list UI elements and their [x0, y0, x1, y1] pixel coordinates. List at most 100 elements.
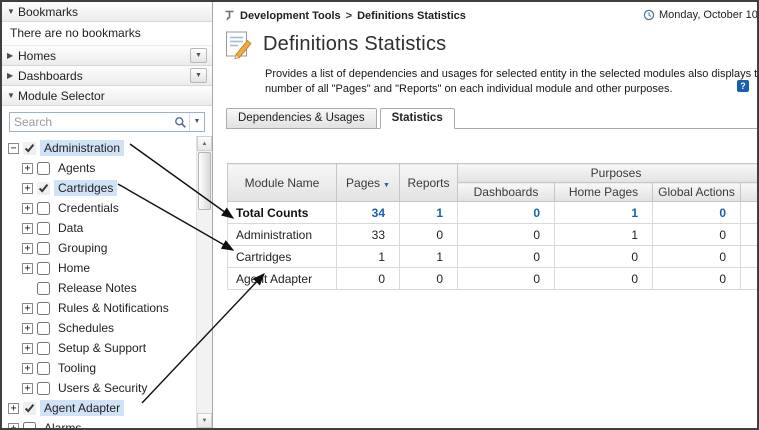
sort-desc-icon: ▼	[383, 181, 390, 189]
search-icon[interactable]	[171, 116, 189, 129]
search-options-dropdown[interactable]: ▼	[189, 113, 204, 131]
tree-label: Home	[58, 261, 91, 275]
module-name-cell: Agent Adapter	[227, 267, 337, 291]
pages-label: Pages	[346, 175, 381, 190]
module-name-cell: Total Counts	[227, 201, 337, 225]
checkbox-grouping[interactable]	[37, 241, 50, 255]
checkbox-rules-notifications[interactable]	[37, 301, 50, 315]
expand-icon[interactable]: +	[22, 342, 33, 354]
tree-item-setup-support[interactable]: + Setup & Support	[22, 338, 195, 358]
value-cell: 0	[457, 223, 555, 247]
sidebar-section-dashboards[interactable]: ▶ Dashboards ▼	[2, 66, 212, 86]
help-icon[interactable]: ?	[737, 80, 749, 92]
homes-dropdown-button[interactable]: ▼	[190, 48, 207, 63]
tree-item-cartridges[interactable]: + Cartridges	[22, 178, 195, 198]
checkbox-cartridges[interactable]	[37, 181, 50, 195]
table-row-cartridges: Cartridges 1 1 0 0 0	[227, 245, 757, 269]
scroll-down-icon[interactable]: ▼	[197, 413, 212, 428]
bookmarks-empty-message: There are no bookmarks	[2, 22, 212, 46]
checkbox-agent-adapter[interactable]	[23, 401, 36, 415]
expand-icon[interactable]: +	[8, 422, 19, 428]
expand-icon[interactable]: +	[22, 242, 33, 254]
value-cell: 1	[399, 201, 458, 225]
tree-item-credentials[interactable]: + Credentials	[22, 198, 195, 218]
expand-icon[interactable]: +	[22, 362, 33, 374]
column-header-home-pages[interactable]: Home Pages	[554, 182, 653, 203]
checkbox-home[interactable]	[37, 261, 50, 275]
column-header-global-actions[interactable]: Global Actions	[652, 182, 741, 203]
expand-icon[interactable]: +	[22, 382, 33, 394]
tab-statistics[interactable]: Statistics	[379, 108, 455, 130]
checkbox-agents[interactable]	[37, 161, 50, 175]
section-label-dashboards: Dashboards	[18, 68, 83, 83]
table-header-row: Module Name Pages ▼ Reports Purposes	[227, 163, 757, 203]
value-cell: 0	[554, 267, 653, 291]
checkbox-alarms[interactable]	[23, 421, 36, 428]
breadcrumb-item-definitions-statistics[interactable]: Definitions Statistics	[357, 10, 466, 22]
checkbox-data[interactable]	[37, 221, 50, 235]
expand-icon[interactable]: +	[8, 402, 19, 414]
tree-item-rules-notifications[interactable]: + Rules & Notifications	[22, 298, 195, 318]
checkbox-schedules[interactable]	[37, 321, 50, 335]
tree-label: Data	[58, 221, 84, 235]
scroll-up-icon[interactable]: ▲	[197, 136, 212, 151]
breadcrumb-item-development-tools[interactable]: Development Tools	[240, 10, 341, 22]
column-header-pages[interactable]: Pages ▼	[336, 163, 400, 203]
checkbox-release-notes[interactable]	[37, 281, 50, 295]
current-date: Monday, October 10, 20	[643, 9, 757, 21]
development-tools-icon	[224, 10, 235, 22]
expand-icon[interactable]: +	[22, 182, 33, 194]
tree-item-alarms[interactable]: + Alarms	[8, 418, 195, 428]
expand-icon[interactable]: +	[22, 262, 33, 274]
chevron-down-icon: ▼	[7, 7, 15, 16]
tree-item-administration[interactable]: − Administration	[8, 138, 195, 158]
section-label-bookmarks: Bookmarks	[18, 4, 79, 19]
tree-item-grouping[interactable]: + Grouping	[22, 238, 195, 258]
checkbox-tooling[interactable]	[37, 361, 50, 375]
sidebar-section-bookmarks[interactable]: ▼ Bookmarks	[2, 2, 212, 22]
tab-bar: Dependencies & Usages Statistics	[226, 107, 757, 130]
tree-label: Schedules	[58, 321, 115, 335]
expand-icon[interactable]: +	[22, 202, 33, 214]
collapse-icon[interactable]: −	[8, 142, 19, 154]
column-header-reports[interactable]: Reports	[399, 163, 458, 203]
checkbox-credentials[interactable]	[37, 201, 50, 215]
value-cell: 34	[336, 201, 400, 225]
dashboards-dropdown-button[interactable]: ▼	[190, 68, 207, 83]
value-cell: 1	[554, 201, 653, 225]
expand-icon[interactable]: +	[22, 222, 33, 234]
main-content: Development Tools > Definitions Statistics…	[213, 2, 757, 428]
tree-item-agent-adapter[interactable]: + Agent Adapter	[8, 398, 195, 418]
clipped-cell	[739, 201, 757, 225]
tree-label: Agent Adapter	[40, 400, 125, 416]
tree-item-home[interactable]: + Home	[22, 258, 195, 278]
tree-item-agents[interactable]: + Agents	[22, 158, 195, 178]
chevron-right-icon: ▶	[7, 71, 14, 80]
purpose-subheader-row: Dashboards Home Pages Global Actions	[228, 182, 757, 203]
column-header-module-name[interactable]: Module Name	[227, 163, 337, 203]
expand-icon[interactable]: +	[22, 302, 33, 314]
scrollbar-thumb[interactable]	[198, 152, 211, 210]
expand-icon[interactable]: +	[22, 162, 33, 174]
tree-item-users-security[interactable]: + Users & Security	[22, 378, 195, 398]
tree-item-tooling[interactable]: + Tooling	[22, 358, 195, 378]
search-box: ▼	[9, 112, 205, 132]
expand-icon[interactable]: +	[22, 322, 33, 334]
page-description: Provides a list of dependencies and usag…	[265, 68, 757, 95]
sidebar-section-module-selector[interactable]: ▼ Module Selector	[2, 86, 212, 106]
table-row-administration: Administration 33 0 0 1 0	[227, 223, 757, 247]
tree-item-data[interactable]: + Data	[22, 218, 195, 238]
tree-scrollbar[interactable]: ▲ ▼	[196, 136, 212, 428]
tree-item-release-notes[interactable]: Release Notes	[22, 278, 195, 298]
breadcrumb-separator: >	[345, 10, 353, 22]
checkbox-users-security[interactable]	[37, 381, 50, 395]
table-row-agent-adapter: Agent Adapter 0 0 0 0 0	[227, 267, 757, 291]
search-input[interactable]	[10, 113, 171, 131]
tree-label: Rules & Notifications	[58, 301, 169, 315]
column-header-dashboards[interactable]: Dashboards	[457, 182, 555, 203]
checkbox-administration[interactable]	[23, 141, 36, 155]
tree-item-schedules[interactable]: + Schedules	[22, 318, 195, 338]
checkbox-setup-support[interactable]	[37, 341, 50, 355]
sidebar-section-homes[interactable]: ▶ Homes ▼	[2, 46, 212, 66]
tab-dependencies-usages[interactable]: Dependencies & Usages	[226, 108, 377, 129]
